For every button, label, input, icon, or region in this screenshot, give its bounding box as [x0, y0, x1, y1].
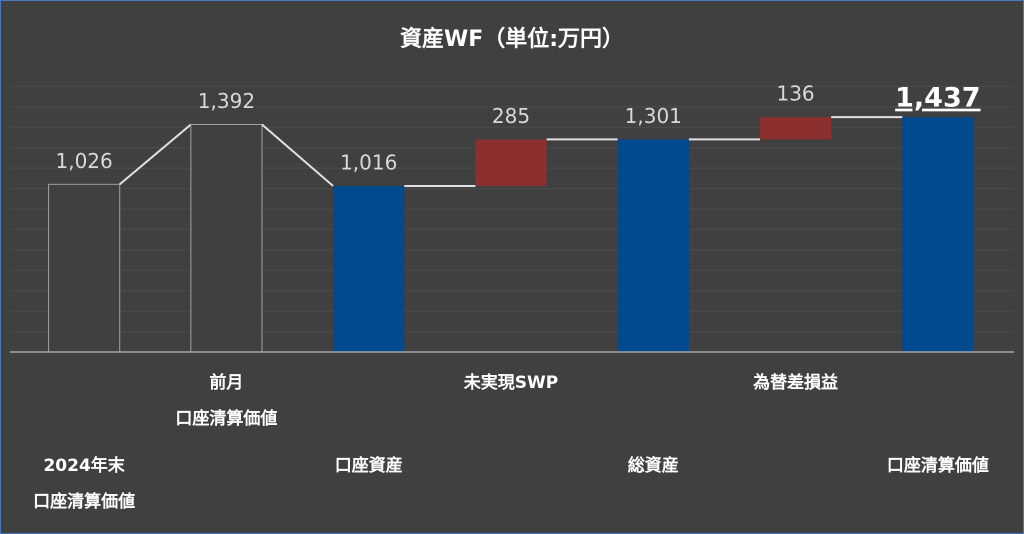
x-tick-label: 前月: [209, 372, 243, 393]
connector: [119, 123, 192, 186]
bar: [475, 139, 547, 186]
x-tick-label: 未実現SWP: [463, 372, 558, 393]
value-label: 1,437: [895, 83, 980, 114]
bar: [190, 124, 263, 353]
x-tick-label: 口座資産: [335, 455, 403, 476]
x-tick-label: 為替差損益: [753, 372, 838, 393]
value-label: 136: [776, 82, 814, 106]
chart-title: 資産WF（単位:万円）: [400, 26, 624, 52]
bar: [760, 117, 832, 140]
value-label: 1,392: [198, 89, 255, 113]
bar: [902, 117, 974, 353]
x-tick-label: 口座清算価値: [33, 491, 135, 512]
value-label: 1,026: [56, 149, 113, 173]
x-tick-label: 口座清算価値: [887, 455, 989, 476]
x-tick-label: 2024年末: [43, 455, 125, 476]
bar: [48, 183, 121, 353]
x-tick-label: 口座清算価値: [175, 408, 277, 429]
value-label: 1,016: [340, 150, 397, 174]
bar: [617, 139, 689, 352]
connector: [261, 123, 334, 187]
x-tick-label: 総資産: [628, 455, 679, 476]
value-label: 1,301: [625, 104, 682, 128]
value-label: 285: [492, 104, 530, 128]
bar: [333, 185, 405, 352]
